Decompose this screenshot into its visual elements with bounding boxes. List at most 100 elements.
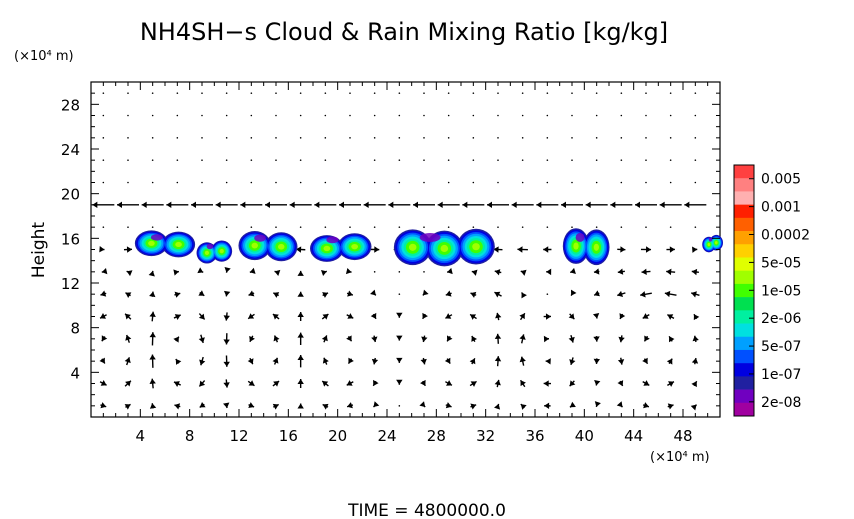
- wind-vector: [149, 403, 157, 409]
- colorbar-swatch: [734, 349, 754, 364]
- wind-vector: [124, 380, 132, 387]
- wind-vector-dot: [299, 137, 302, 139]
- wind-vector: [297, 403, 304, 409]
- x-axis-ticks: 4 8 12 16 20 24 28 32 36 40 44 48: [102, 82, 709, 445]
- cloud-region: [196, 240, 233, 264]
- cloud-region: [702, 234, 723, 253]
- wind-vector: [346, 335, 353, 342]
- wind-vector-dot: [373, 137, 376, 139]
- wind-vector: [445, 313, 453, 319]
- wind-vector-dot: [398, 293, 401, 295]
- wind-vector-dot: [176, 137, 179, 139]
- wind-vector-dot: [201, 92, 203, 94]
- wind-vector: [643, 335, 650, 342]
- wind-vector: [372, 379, 379, 387]
- wind-vector: [471, 269, 478, 276]
- wind-vector-dot: [694, 92, 697, 94]
- wind-vector: [272, 357, 279, 365]
- wind-vector: [666, 268, 676, 276]
- wind-vector: [223, 402, 230, 409]
- wind-vector-dot: [275, 114, 277, 117]
- wind-vector-dot: [521, 92, 524, 94]
- wind-vector: [149, 291, 156, 298]
- wind-vector: [240, 201, 263, 209]
- wind-vector-dot: [349, 226, 351, 228]
- wind-vector-dot: [546, 159, 549, 161]
- wind-vector-dot: [299, 181, 302, 184]
- wind-vector-dot: [620, 92, 623, 94]
- wind-vector: [173, 314, 181, 320]
- wind-vector: [422, 312, 428, 320]
- wind-vector-dot: [447, 137, 450, 139]
- wind-vector: [593, 268, 600, 275]
- wind-vector-dot: [250, 159, 253, 161]
- wind-vector: [346, 313, 354, 319]
- wind-vector-dot: [349, 137, 351, 139]
- wind-vector-dot: [373, 92, 376, 94]
- wind-vector-dot: [447, 181, 450, 184]
- wind-vector: [519, 356, 526, 366]
- x-tick-label: 48: [673, 427, 692, 445]
- wind-vector: [545, 358, 551, 365]
- wind-vector: [617, 380, 624, 387]
- wind-vector: [664, 290, 677, 298]
- wind-vector: [148, 270, 155, 277]
- wind-vector: [690, 404, 698, 411]
- wind-vector: [166, 201, 189, 209]
- wind-vector-dot: [423, 181, 425, 184]
- wind-vector: [215, 201, 238, 209]
- wind-vector: [297, 354, 304, 368]
- wind-vector: [494, 356, 502, 367]
- wind-vector: [101, 267, 108, 275]
- wind-vector: [592, 313, 600, 319]
- wind-vector-dot: [176, 226, 179, 228]
- wind-vector-dot: [595, 137, 598, 139]
- wind-vector-dot: [151, 137, 154, 139]
- wind-vector: [569, 267, 576, 275]
- x-tick-label: 12: [229, 427, 248, 445]
- wind-vector: [594, 380, 601, 386]
- wind-vector: [272, 380, 280, 387]
- wind-vector: [124, 357, 131, 366]
- wind-vector: [264, 201, 288, 209]
- wind-vector-dot: [250, 181, 253, 184]
- wind-vector-dot: [472, 226, 475, 228]
- wind-vector-dot: [324, 137, 327, 139]
- x-tick-label: 24: [377, 427, 396, 445]
- wind-vector: [568, 334, 575, 343]
- wind-vector: [346, 402, 354, 409]
- wind-vector-dot: [373, 271, 376, 273]
- colorbar-label: 1e-05: [761, 283, 801, 299]
- wind-vector: [519, 379, 526, 388]
- wind-vector-dot: [299, 114, 302, 117]
- wind-vector: [469, 313, 477, 320]
- wind-vector-dot: [645, 159, 647, 161]
- wind-vector: [634, 201, 658, 209]
- wind-vector: [173, 269, 180, 276]
- wind-vector-dot: [151, 92, 154, 94]
- wind-vector-dot: [201, 114, 203, 117]
- y-axis-ticks: 4 8 12 16 20 24 28: [61, 92, 720, 407]
- wind-vector: [297, 311, 304, 322]
- wind-vector-dot: [472, 159, 475, 161]
- wind-vector-dot: [225, 114, 228, 117]
- wind-vector-dot: [423, 92, 425, 94]
- wind-vector-dot: [373, 159, 376, 161]
- wind-vector-dot: [127, 226, 129, 228]
- wind-vector-dot: [176, 114, 179, 117]
- wind-vector: [223, 355, 230, 367]
- wind-vector-dot: [225, 159, 228, 161]
- wind-vector: [517, 246, 528, 253]
- wind-vector-dot: [349, 92, 351, 94]
- x-axis-unit: (×10⁴ m): [650, 450, 710, 465]
- wind-vector: [616, 401, 623, 408]
- wind-vector-dot: [275, 181, 277, 184]
- y-axis-label: Height: [29, 222, 49, 279]
- wind-vector-dot: [669, 181, 672, 184]
- wind-vector: [322, 403, 329, 410]
- colorbar-label: 0.0002: [761, 228, 810, 244]
- wind-vector-dot: [250, 137, 253, 139]
- wind-vector-dot: [373, 226, 376, 228]
- wind-vector-dot: [102, 159, 105, 161]
